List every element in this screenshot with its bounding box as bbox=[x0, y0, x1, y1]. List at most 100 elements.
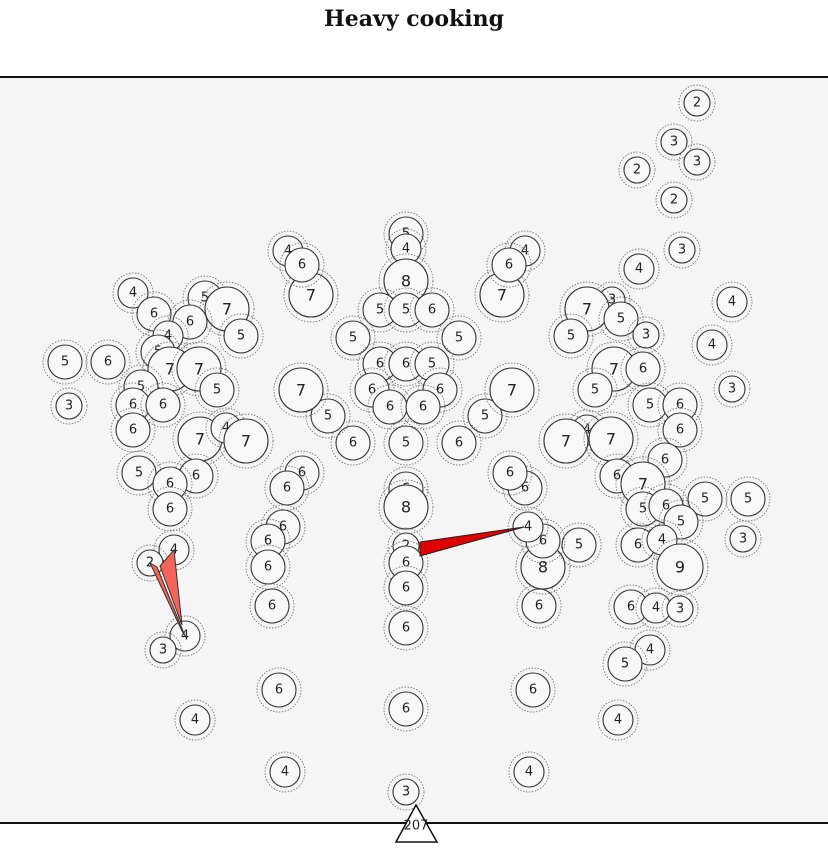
board-node[interactable]: 5 bbox=[462, 393, 508, 439]
node-circle[interactable] bbox=[392, 778, 420, 806]
node-circle[interactable] bbox=[491, 247, 527, 283]
board-node[interactable]: 5 bbox=[436, 315, 482, 361]
node-circle[interactable] bbox=[666, 595, 694, 623]
board-node[interactable]: 6 bbox=[487, 450, 533, 496]
node-circle[interactable] bbox=[660, 186, 688, 214]
board-node[interactable]: 6 bbox=[245, 544, 291, 590]
board-node[interactable]: 4 bbox=[691, 324, 733, 366]
node-circle[interactable] bbox=[512, 511, 544, 543]
node-circle[interactable] bbox=[388, 570, 424, 606]
node-circle[interactable] bbox=[335, 425, 371, 461]
node-circle[interactable] bbox=[152, 491, 188, 527]
node-circle[interactable] bbox=[489, 367, 535, 413]
board-node[interactable]: 8 bbox=[515, 539, 571, 595]
board-node[interactable]: 6 bbox=[147, 486, 193, 532]
board-node[interactable]: 8 bbox=[378, 479, 434, 535]
node-circle[interactable] bbox=[625, 351, 661, 387]
board-node[interactable]: 7 bbox=[474, 267, 530, 323]
node-circle[interactable] bbox=[223, 418, 269, 464]
board-node[interactable]: 6 bbox=[383, 605, 429, 651]
board-node[interactable]: 3 bbox=[663, 231, 701, 269]
board-node[interactable]: 2 bbox=[618, 151, 656, 189]
node-circle[interactable] bbox=[310, 398, 346, 434]
board-node[interactable]: 6 bbox=[436, 420, 482, 466]
board-node[interactable]: 6 bbox=[510, 667, 556, 713]
node-circle[interactable] bbox=[623, 253, 655, 285]
node-circle[interactable] bbox=[577, 372, 613, 408]
node-circle[interactable] bbox=[441, 425, 477, 461]
board-node[interactable]: 7 bbox=[273, 362, 329, 418]
node-circle[interactable] bbox=[696, 329, 728, 361]
board-node[interactable]: 5 bbox=[548, 313, 594, 359]
node-circle[interactable] bbox=[335, 320, 371, 356]
board-node[interactable]: 6 bbox=[486, 242, 532, 288]
node-circle[interactable] bbox=[223, 318, 259, 354]
board-node[interactable]: 5 bbox=[556, 522, 602, 568]
node-circle[interactable] bbox=[388, 610, 424, 646]
node-circle[interactable] bbox=[683, 148, 711, 176]
node-circle[interactable] bbox=[284, 247, 320, 283]
node-circle[interactable] bbox=[729, 525, 757, 553]
board-node[interactable]: 5 bbox=[602, 641, 648, 687]
board-node[interactable]: 6 bbox=[264, 465, 310, 511]
board-node[interactable]: 6 bbox=[620, 346, 666, 392]
node-circle[interactable] bbox=[515, 672, 551, 708]
board-node[interactable]: 4 bbox=[711, 281, 753, 323]
board-node[interactable]: 5 bbox=[330, 315, 376, 361]
board-node[interactable]: 6 bbox=[256, 667, 302, 713]
board-node[interactable]: 6 bbox=[249, 583, 295, 629]
board-node[interactable]: 5 bbox=[725, 476, 771, 522]
board-node[interactable]: 3 bbox=[144, 631, 182, 669]
node-circle[interactable] bbox=[716, 286, 748, 318]
board-node[interactable]: 5 bbox=[116, 450, 162, 496]
board-node[interactable]: 5 bbox=[194, 367, 240, 413]
board-node[interactable]: 7 bbox=[484, 362, 540, 418]
board-node[interactable]: 5 bbox=[42, 339, 88, 385]
board-node[interactable]: 8 bbox=[378, 253, 434, 309]
node-circle[interactable] bbox=[261, 672, 297, 708]
node-circle[interactable] bbox=[250, 549, 286, 585]
board-node[interactable]: 4 bbox=[507, 506, 549, 548]
node-circle[interactable] bbox=[662, 412, 698, 448]
board-node[interactable]: 3 bbox=[724, 520, 762, 558]
board-node[interactable]: 6 bbox=[279, 242, 325, 288]
board-node[interactable]: 6 bbox=[383, 565, 429, 611]
node-circle[interactable] bbox=[730, 481, 766, 517]
board-node[interactable]: 4 bbox=[508, 751, 550, 793]
board-node[interactable]: 6 bbox=[657, 382, 703, 428]
board-node[interactable]: 6 bbox=[85, 339, 131, 385]
board-node[interactable]: 7 bbox=[218, 413, 274, 469]
board-node[interactable]: 3 bbox=[655, 123, 693, 161]
board-node[interactable]: 6 bbox=[516, 583, 562, 629]
node-circle[interactable] bbox=[254, 588, 290, 624]
node-circle[interactable] bbox=[543, 418, 589, 464]
node-circle[interactable] bbox=[269, 470, 305, 506]
board-node[interactable]: 5 bbox=[357, 287, 403, 333]
board-node[interactable]: 6 bbox=[657, 407, 703, 453]
node-circle[interactable] bbox=[145, 387, 181, 423]
board-node[interactable]: 3 bbox=[50, 387, 88, 425]
board-node[interactable]: 5 bbox=[305, 393, 351, 439]
board-node[interactable]: 4 bbox=[385, 228, 427, 270]
node-circle[interactable] bbox=[388, 425, 424, 461]
board-node[interactable]: 2 bbox=[655, 181, 693, 219]
board-node[interactable]: 9 bbox=[651, 538, 709, 596]
board-node[interactable]: 6 bbox=[383, 686, 429, 732]
board-node[interactable]: 6 bbox=[383, 540, 429, 586]
board-node[interactable]: 4 bbox=[174, 699, 216, 741]
board-node[interactable]: 3 bbox=[678, 143, 716, 181]
board-node[interactable]: 6 bbox=[409, 287, 455, 333]
node-circle[interactable] bbox=[388, 691, 424, 727]
node-circle[interactable] bbox=[492, 455, 528, 491]
board-node[interactable]: 3 bbox=[387, 773, 425, 811]
node-circle[interactable] bbox=[278, 367, 324, 413]
node-circle[interactable] bbox=[149, 636, 177, 664]
node-circle[interactable] bbox=[115, 412, 151, 448]
node-circle[interactable] bbox=[383, 484, 429, 530]
node-circle[interactable] bbox=[90, 344, 126, 380]
board-node[interactable]: 5 bbox=[383, 420, 429, 466]
node-circle[interactable] bbox=[269, 756, 301, 788]
node-circle[interactable] bbox=[467, 398, 503, 434]
node-circle[interactable] bbox=[607, 646, 643, 682]
